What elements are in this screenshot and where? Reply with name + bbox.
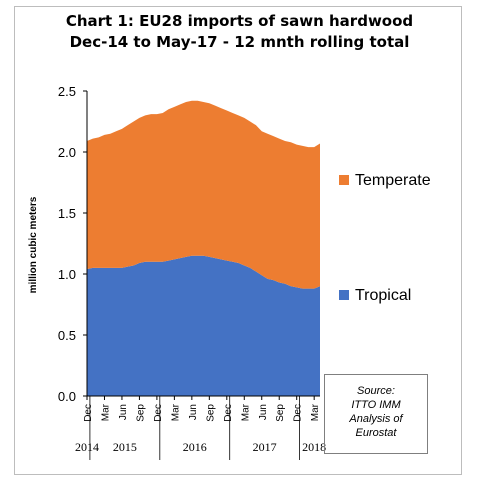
x-month-label: Dec [223,404,234,422]
x-year-label: 2015 [113,440,137,454]
x-year-label: 2014 [75,440,99,454]
source-box: Source: ITTO IMM Analysis of Eurostat [324,374,428,454]
x-month-label: Mar [100,403,111,421]
legend-swatch-tropical [339,290,349,300]
legend-label-temperate: Temperate [355,172,431,189]
x-month-label: Dec [293,404,304,422]
y-tick-label: 1.5 [58,206,76,221]
x-month-label: Mar [170,403,181,421]
x-month-label: Jun [118,404,129,420]
x-month-label: Sep [205,404,216,422]
legend-label-tropical: Tropical [355,287,411,304]
x-month-label: Jun [188,404,199,420]
x-month-label: Dec [153,404,164,422]
x-month-label: Mar [240,403,251,421]
x-month-label: Dec [83,404,94,422]
x-year-label: 2016 [183,440,207,454]
x-month-label: Jun [258,404,269,420]
x-month-label: Sep [135,404,146,422]
y-axis-label: million cubic meters [28,196,39,293]
x-month-label: Mar [310,403,321,421]
y-tick-label: 0.0 [58,389,76,404]
legend-swatch-temperate [339,175,349,185]
chart-title-line1: Chart 1: EU28 imports of sawn hardwood [65,12,414,30]
y-tick-label: 2.0 [58,145,76,160]
y-tick-label: 2.5 [58,84,76,99]
x-year-label: 2017 [253,440,277,454]
source-line-2: ITTO IMM [351,399,401,411]
source-line-4: Eurostat [355,427,397,439]
x-month-label: Sep [275,404,286,422]
area-tropical [87,255,320,396]
y-tick-label: 1.0 [58,267,76,282]
area-temperate [87,100,320,289]
source-line-1: Source: [357,385,395,397]
y-tick-label: 0.5 [58,328,76,343]
source-line-3: Analysis of [349,413,403,425]
x-year-label: 2018 [302,440,326,454]
chart-title-line2: Dec-14 to May-17 - 12 mnth rolling total [69,33,410,51]
